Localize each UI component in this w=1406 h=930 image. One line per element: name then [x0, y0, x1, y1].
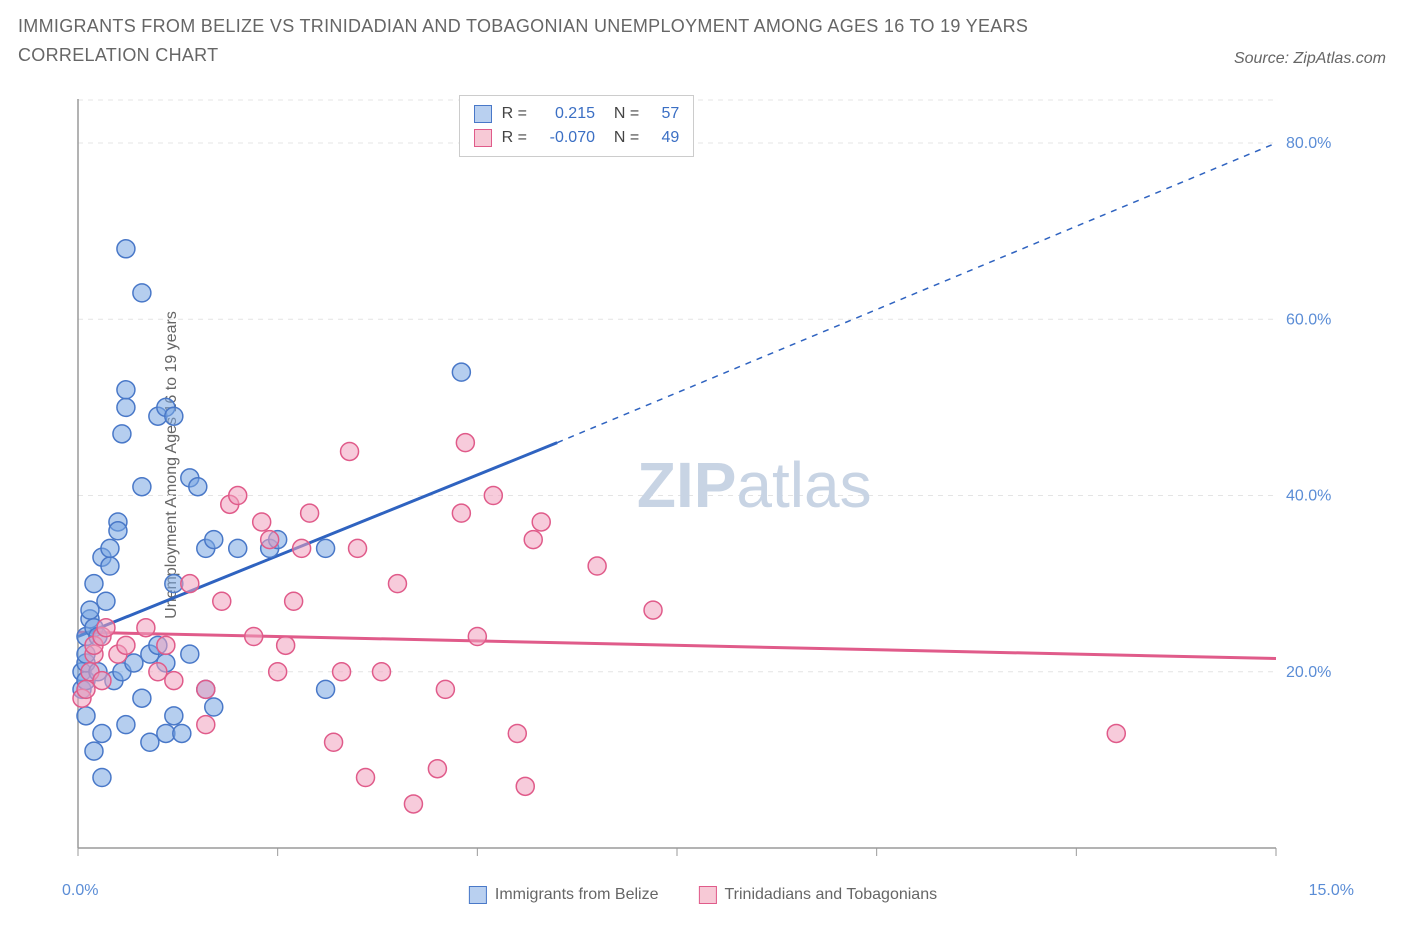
svg-text:60.0%: 60.0%: [1286, 311, 1331, 328]
x-axis-max-label: 15.0%: [1309, 882, 1354, 900]
legend-label: Trinidadians and Tobagonians: [724, 886, 937, 904]
stat-swatch: [474, 129, 492, 147]
stat-swatch: [474, 105, 492, 123]
legend-item: Immigrants from Belize: [469, 886, 659, 904]
svg-text:20.0%: 20.0%: [1286, 664, 1331, 681]
legend-swatch: [469, 886, 487, 904]
stat-row: R =-0.070 N =49: [474, 126, 680, 150]
scatter-plot: 20.0% 40.0% 60.0% 80.0%: [60, 95, 1346, 870]
legend-swatch: [698, 886, 716, 904]
legend-label: Immigrants from Belize: [495, 886, 659, 904]
svg-text:40.0%: 40.0%: [1286, 488, 1331, 505]
chart-title: IMMIGRANTS FROM BELIZE VS TRINIDADIAN AN…: [18, 12, 1118, 70]
source-label: Source: ZipAtlas.com: [1234, 50, 1386, 68]
legend: Immigrants from Belize Trinidadians and T…: [469, 886, 937, 904]
legend-item: Trinidadians and Tobagonians: [698, 886, 937, 904]
correlation-stats-box: R =0.215 N =57R =-0.070 N =49: [459, 95, 695, 157]
stat-row: R =0.215 N =57: [474, 102, 680, 126]
chart-area: 20.0% 40.0% 60.0% 80.0% R =0.215 N =57R =-0…: [60, 95, 1346, 870]
svg-text:80.0%: 80.0%: [1286, 135, 1331, 152]
x-axis-min-label: 0.0%: [62, 882, 98, 900]
